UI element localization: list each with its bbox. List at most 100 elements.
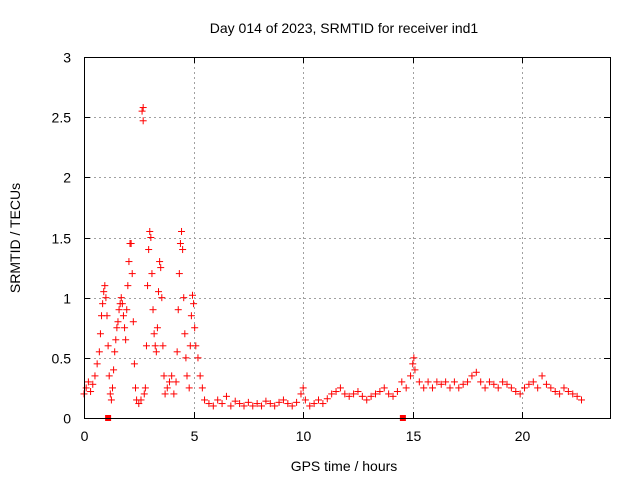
data-point [410, 354, 418, 362]
data-point [411, 366, 419, 374]
data-point [319, 400, 327, 408]
data-point [437, 380, 445, 388]
data-point [455, 384, 463, 392]
data-point [534, 384, 542, 392]
data-point [101, 282, 109, 290]
data-point [173, 348, 181, 356]
data-point [407, 372, 415, 380]
data-point [367, 392, 375, 400]
data-point [145, 246, 153, 254]
data-point [84, 378, 92, 386]
data-point [176, 240, 184, 248]
data-point [205, 400, 213, 408]
data-point [192, 342, 200, 350]
data-point [341, 390, 349, 398]
data-point [538, 372, 546, 380]
data-point [573, 392, 581, 400]
data-point [156, 258, 164, 266]
data-point [244, 398, 252, 406]
data-point [151, 342, 159, 350]
x-tick-label: 20 [515, 428, 531, 444]
data-point [119, 312, 127, 320]
data-point [128, 270, 136, 278]
chart-title: Day 014 of 2023, SRMTID for receiver ind… [210, 20, 479, 36]
data-point [159, 342, 167, 350]
data-point [139, 104, 147, 112]
data-point [209, 402, 217, 410]
data-point [420, 384, 428, 392]
data-point [266, 400, 274, 408]
data-point [82, 384, 90, 392]
data-point [187, 312, 195, 320]
data-point [152, 348, 160, 356]
data-point [118, 300, 126, 308]
data-point [157, 264, 165, 272]
data-point [328, 390, 336, 398]
data-point [111, 348, 119, 356]
data-point [336, 384, 344, 392]
y-tick-label: 2.5 [52, 110, 72, 126]
data-point [147, 234, 155, 241]
data-point [214, 396, 222, 404]
data-point [551, 388, 559, 396]
data-point [196, 372, 204, 380]
data-point [190, 300, 198, 308]
y-axis-label: SRMTID / TECUs [7, 183, 23, 293]
data-point [569, 390, 577, 398]
data-point [95, 348, 103, 356]
data-point [178, 227, 186, 235]
data-point [142, 342, 150, 350]
y-tick-label: 0.5 [52, 351, 72, 367]
data-point [459, 380, 467, 388]
data-point [137, 396, 145, 404]
data-point [113, 324, 121, 332]
data-point [380, 384, 388, 392]
data-point [163, 384, 171, 392]
data-point [89, 380, 97, 388]
data-point [132, 384, 140, 392]
data-point [284, 400, 292, 408]
data-point [279, 396, 287, 404]
data-point [105, 372, 113, 380]
data-point [168, 372, 176, 380]
data-point [450, 378, 458, 386]
data-point [201, 396, 209, 404]
data-point [358, 392, 366, 400]
data-point [389, 392, 397, 400]
data-point [185, 384, 193, 392]
data-point [129, 318, 137, 326]
data-point [253, 400, 261, 408]
data-point [262, 397, 270, 405]
data-point [345, 392, 353, 400]
data-point [122, 336, 130, 344]
y-tick-label: 2 [63, 170, 71, 186]
data-point [297, 390, 305, 398]
data-point [490, 380, 498, 388]
data-point [442, 378, 450, 386]
data-point [115, 306, 123, 314]
data-point [194, 354, 202, 362]
x-tick-label: 15 [406, 428, 422, 444]
data-point [191, 324, 199, 332]
data-point [428, 384, 436, 392]
data-point [542, 380, 550, 388]
data-point [158, 294, 166, 302]
data-point [153, 324, 161, 332]
data-point [398, 378, 406, 386]
data-point [149, 306, 157, 314]
data-points [80, 104, 586, 421]
data-point [481, 384, 489, 392]
data-point [160, 372, 168, 380]
data-point [385, 390, 393, 398]
data-point [578, 396, 586, 404]
data-point [183, 372, 191, 380]
data-point [332, 388, 340, 396]
data-point [236, 400, 244, 408]
data-point [96, 330, 104, 338]
data-point [472, 368, 480, 376]
data-point [91, 372, 99, 380]
data-point [529, 378, 537, 386]
data-point [180, 294, 188, 302]
